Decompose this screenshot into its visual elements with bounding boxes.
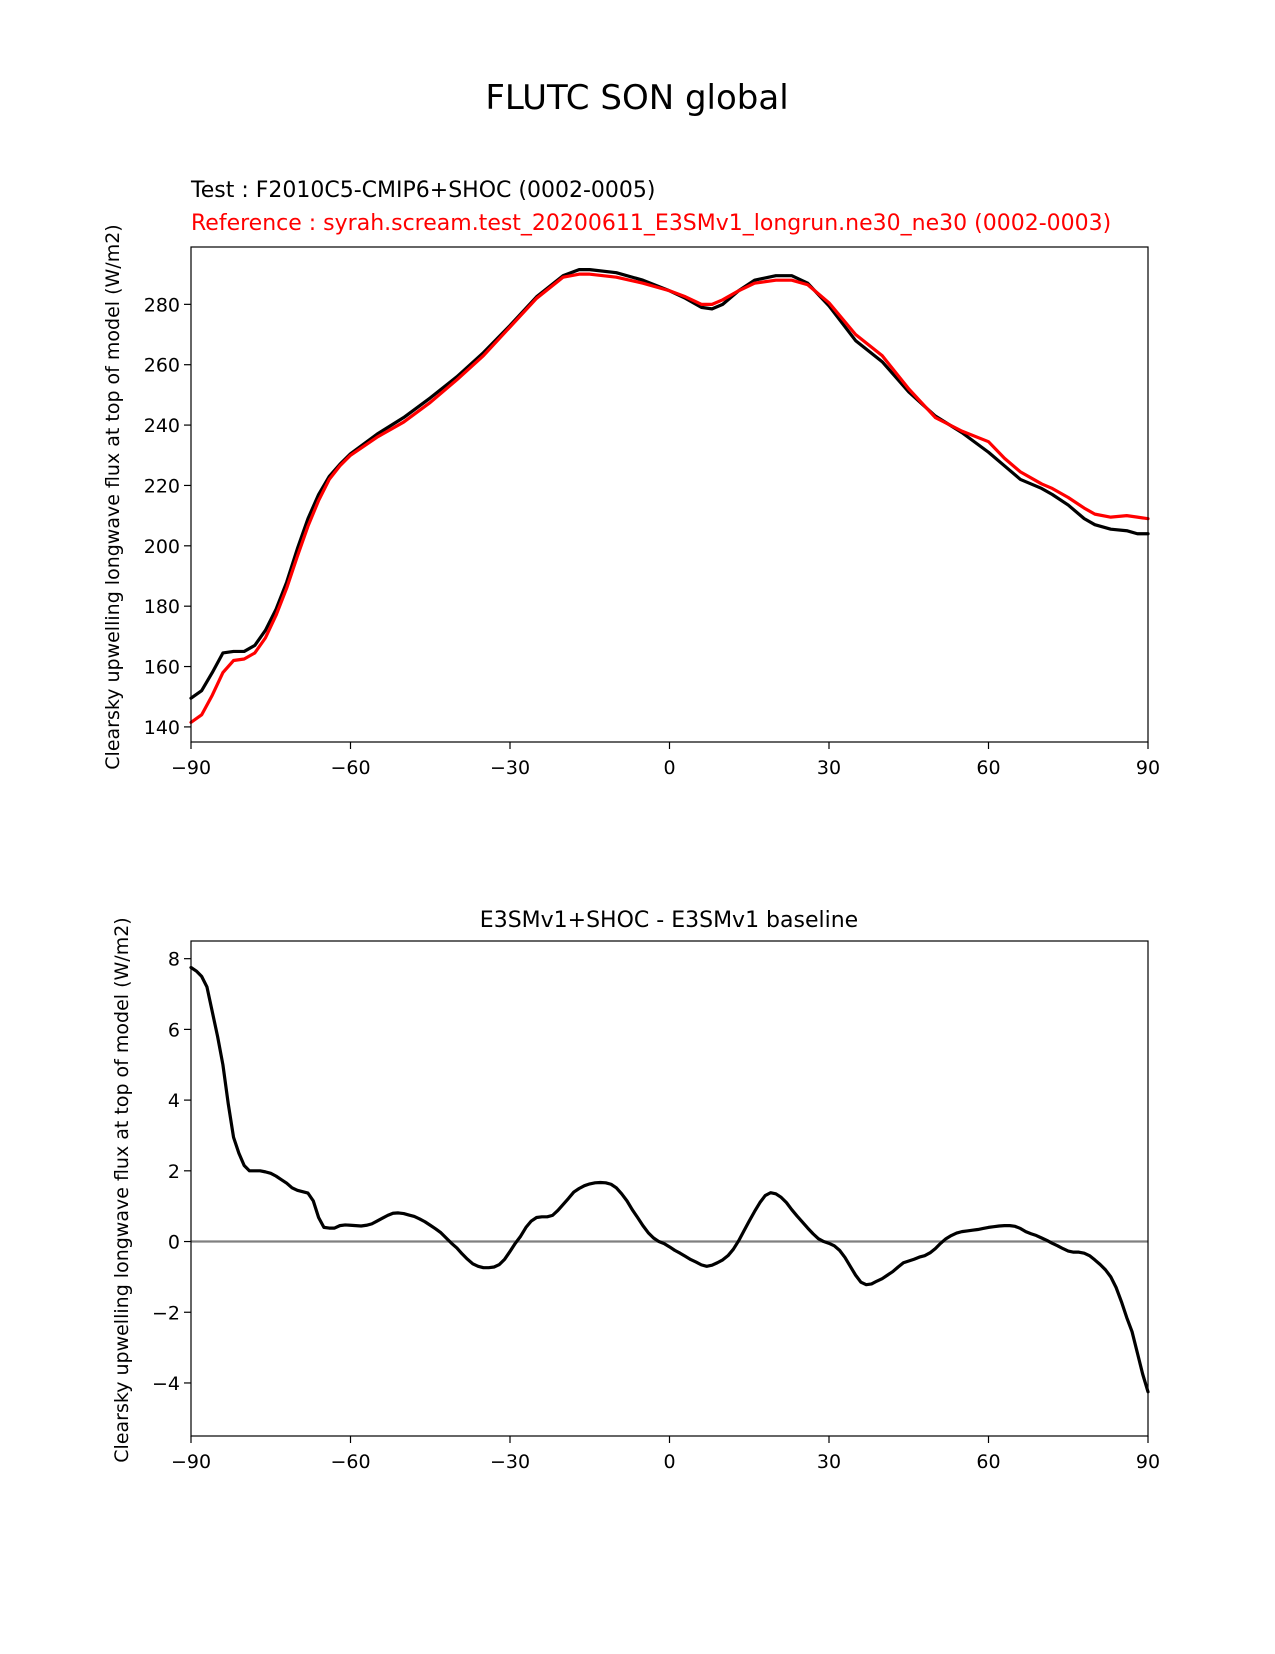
bottom-y-tick-label: 8 xyxy=(168,949,180,971)
bottom-x-tick-label: 60 xyxy=(976,1451,1000,1473)
top-y-tick-label: 200 xyxy=(144,536,180,558)
top-panel: Test : F2010C5-CMIP6+SHOC (0002-0005) Re… xyxy=(102,178,1160,779)
top-x-tick-label: 0 xyxy=(663,757,675,779)
top-x-tick-label: −30 xyxy=(490,757,530,779)
top-y-tick-label: 240 xyxy=(144,415,180,437)
diff-title: E3SMv1+SHOC - E3SMv1 baseline xyxy=(480,908,858,933)
top-y-tick-label: 260 xyxy=(144,355,180,377)
bottom-x-tick-label: −90 xyxy=(171,1451,211,1473)
bottom-y-tick-label: 4 xyxy=(168,1090,180,1112)
top-y-tick-label: 220 xyxy=(144,475,180,497)
bottom-x-tick-label: −30 xyxy=(490,1451,530,1473)
top-x-tick-label: 90 xyxy=(1136,757,1160,779)
top-y-tick-label: 140 xyxy=(144,717,180,739)
bottom-y-tick-label: 6 xyxy=(168,1019,180,1041)
bottom-x-tick-label: 30 xyxy=(817,1451,841,1473)
bottom-y-tick-label: −2 xyxy=(152,1302,180,1324)
bottom-x-tick-label: 90 xyxy=(1136,1451,1160,1473)
bottom-x-tick-label: 0 xyxy=(663,1451,675,1473)
bottom-x-tick-label: −60 xyxy=(330,1451,370,1473)
top-y-tick-label: 160 xyxy=(144,657,180,679)
top-y-tick-label: 280 xyxy=(144,294,180,316)
bottom-panel: E3SMv1+SHOC - E3SMv1 baseline Clearsky u… xyxy=(111,908,1160,1473)
bottom-y-axis-label: Clearsky upwelling longwave flux at top … xyxy=(111,917,133,1462)
top-y-axis-label: Clearsky upwelling longwave flux at top … xyxy=(102,224,124,769)
reference-title: Reference : syrah.scream.test_20200611_E… xyxy=(191,211,1111,236)
bottom-y-tick-label: 2 xyxy=(168,1161,180,1183)
top-x-tick-label: −90 xyxy=(171,757,211,779)
bottom-y-tick-label: 0 xyxy=(168,1232,180,1254)
top-x-tick-label: −60 xyxy=(330,757,370,779)
bottom-y-tick-label: −4 xyxy=(152,1373,180,1395)
top-y-tick-label: 180 xyxy=(144,596,180,618)
top-x-tick-label: 30 xyxy=(817,757,841,779)
test-title: Test : F2010C5-CMIP6+SHOC (0002-0005) xyxy=(190,178,655,203)
top-series-reference-line xyxy=(189,272,1150,724)
figure-title: FLUTC SON global xyxy=(485,78,788,118)
top-x-tick-label: 60 xyxy=(976,757,1000,779)
bottom-series-difference-line xyxy=(189,965,1150,1394)
